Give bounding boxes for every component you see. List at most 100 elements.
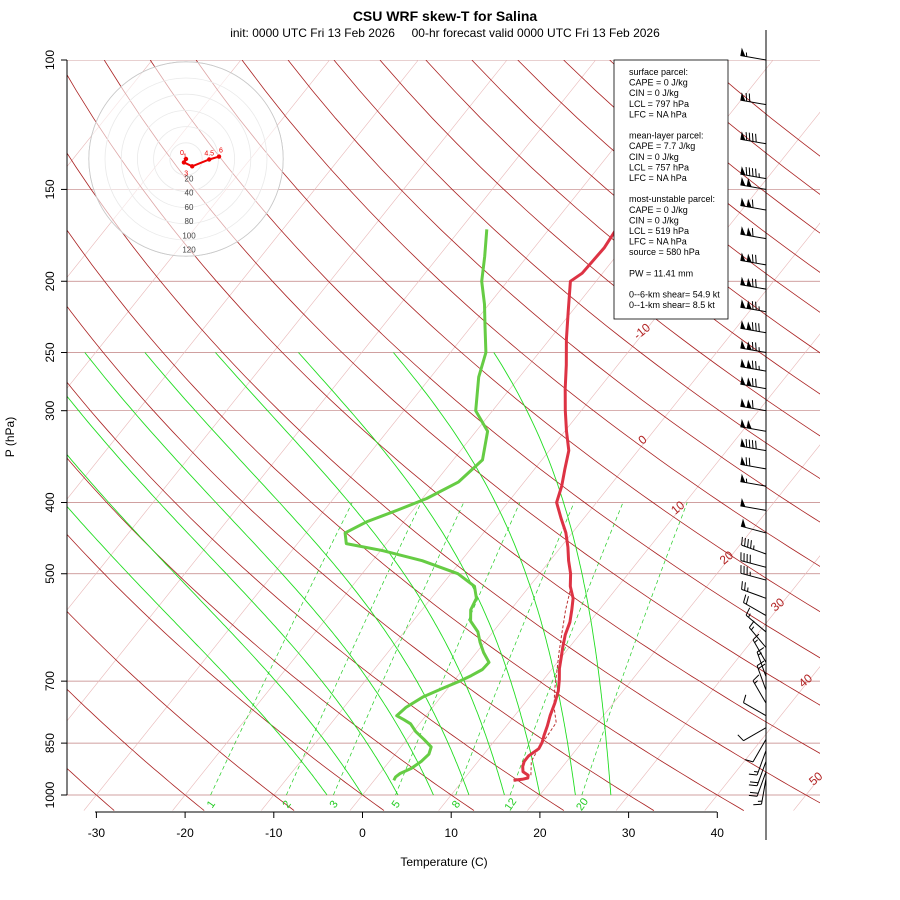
moist-adiabat-line: [393, 352, 576, 796]
barb-flag: [740, 320, 746, 330]
barb-flag: [746, 341, 752, 350]
wind-barb: [740, 376, 767, 390]
wind-barb: [748, 750, 767, 776]
isotherm-label: -10: [631, 320, 654, 342]
barb-staff: [741, 544, 767, 555]
barb-full: [755, 322, 757, 332]
dry-adiabat-line: [333, 60, 820, 480]
barb-flag: [740, 340, 746, 349]
barb-full: [752, 633, 760, 641]
wind-barb: [740, 276, 767, 290]
stats-line: 0--6-km shear= 54.9 kt: [629, 290, 720, 300]
barb-flag: [740, 276, 746, 286]
barb-full: [741, 581, 743, 590]
mixing-ratio-label: 5: [390, 799, 403, 811]
x-tick-label: -20: [176, 826, 194, 840]
wind-barb: [740, 92, 767, 106]
wind-barb: [737, 727, 767, 742]
barb-full: [751, 168, 754, 177]
moist-adiabat-line: [298, 352, 541, 796]
dewpoint-line: [343, 229, 491, 782]
mixing-ratio-line: [509, 502, 624, 796]
wind-barb: [740, 418, 767, 432]
barb-half: [748, 613, 751, 618]
x-tick-label: 40: [711, 826, 725, 840]
wind-barb: [743, 694, 767, 717]
sounding-profiles: [343, 60, 669, 782]
y-tick-label: 700: [43, 671, 57, 691]
wind-barb: [752, 633, 767, 663]
stats-line: LFC = NA hPa: [629, 173, 687, 183]
barb-staff: [756, 771, 767, 797]
dry-adiabat-line: [67, 533, 385, 811]
y-tick-label: 500: [43, 563, 57, 583]
dry-adiabat-line: [67, 381, 565, 811]
barb-full: [751, 360, 754, 369]
wind-barb: [740, 552, 767, 568]
barb-staff: [761, 778, 767, 805]
barb-full: [748, 457, 751, 467]
barb-flag: [746, 277, 752, 287]
dry-adiabat-line: [67, 688, 205, 811]
hodograph-ring-label: 120: [182, 246, 196, 255]
dry-adiabat-line: [103, 60, 820, 706]
stats-line: CIN = 0 J/kg: [629, 88, 679, 98]
wind-barb: [740, 340, 767, 353]
barb-staff: [756, 761, 767, 786]
barb-staff: [756, 665, 767, 691]
barb-half: [754, 771, 759, 773]
wind-barb: [740, 177, 767, 190]
barb-full: [745, 166, 748, 176]
barb-full: [749, 781, 759, 784]
isotherm-line: [438, 333, 820, 811]
x-tick-label: 20: [533, 826, 547, 840]
barb-staff: [752, 680, 767, 704]
barb-full: [748, 784, 758, 787]
barb-full: [748, 794, 758, 797]
moist-adiabat-line: [215, 352, 505, 796]
barb-flag: [740, 47, 746, 57]
moist-adiabat-line: [67, 395, 399, 796]
hodograph-ring-label: 80: [185, 217, 194, 226]
dry-adiabat-line: [287, 60, 820, 523]
barb-full: [741, 536, 743, 546]
barb-full: [748, 132, 751, 141]
barb-full: [745, 457, 748, 466]
dry-adiabat-line: [195, 60, 820, 613]
barb-staff: [756, 651, 767, 677]
barb-full: [752, 674, 760, 682]
wind-barb: [744, 739, 767, 763]
wind-barb: [748, 761, 767, 787]
barb-full: [755, 301, 757, 310]
y-axis-label: P (hPa): [3, 417, 17, 457]
dry-adiabat-line: [67, 610, 295, 811]
stats-line: LCL = 519 hPa: [629, 226, 689, 236]
x-tick-label: -30: [88, 826, 106, 840]
y-axis: 100 150 200 250 300 400 500 700 850 1000: [43, 50, 68, 808]
barb-full: [748, 93, 751, 102]
barb-half: [754, 639, 758, 643]
moist-adiabat-line: [67, 453, 363, 796]
dry-adiabat-line: [67, 457, 475, 811]
dry-adiabat-line: [241, 60, 820, 567]
barb-flag: [740, 177, 746, 186]
barb-flag: [746, 377, 752, 387]
barb-flag: [740, 299, 746, 309]
wind-barb: [740, 197, 767, 211]
isotherm-label: 30: [768, 595, 787, 615]
wind-barb: [740, 456, 767, 470]
barb-full: [745, 92, 748, 102]
barb-staff: [741, 588, 767, 599]
barb-staff: [740, 572, 767, 581]
stats-line: CAPE = 7.7 J/kg: [629, 141, 695, 151]
barb-staff: [745, 614, 767, 633]
isotherm-label: 10: [668, 498, 687, 518]
isotherm-line: [793, 776, 820, 811]
y-tick-label: 250: [43, 342, 57, 362]
stats-line: most-unstable parcel:: [629, 194, 715, 204]
barb-staff: [748, 627, 767, 648]
barb-full: [743, 594, 747, 603]
stats-line: LFC = NA hPa: [629, 237, 687, 247]
hodograph-point-label: 1: [183, 153, 187, 160]
